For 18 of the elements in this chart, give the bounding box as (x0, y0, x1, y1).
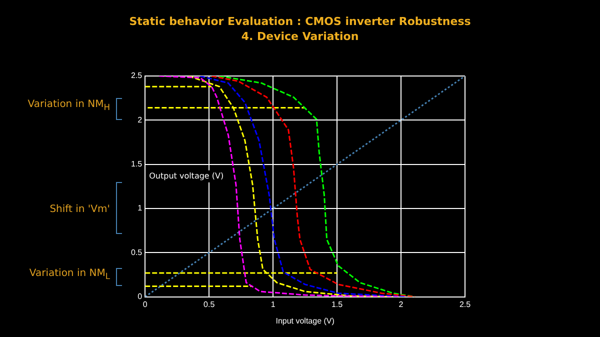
text: Shift in 'Vm' (50, 204, 110, 215)
chart-title: Static behavior Evaluation : CMOS inverter Robustness (128, 14, 472, 29)
y-axis-title: Output voltage (V) (149, 171, 224, 180)
y-tick-label: 0.5 (130, 248, 143, 257)
text: Variation in NM$_{L}$ (29, 268, 110, 281)
chart-subtitle: 4. Device Variation (240, 29, 360, 44)
text: Variation in NM$_{H}$ (28, 99, 110, 112)
y-tick-label: 0 (138, 292, 143, 302)
y-tick-label: 2 (138, 115, 143, 124)
y-tick-label: 1.5 (130, 160, 143, 169)
x-tick-label: 2.5 (459, 300, 472, 309)
x-tick-label: 2 (398, 300, 404, 309)
y-tick-label: 1 (138, 204, 143, 213)
x-tick-label: 1.5 (331, 300, 344, 309)
x-tick-label: 1 (270, 300, 276, 309)
y-tick-label: 2.5 (130, 71, 143, 80)
x-axis-title: Input voltage (V) (276, 316, 335, 326)
x-tick-label: 0.5 (204, 300, 216, 309)
